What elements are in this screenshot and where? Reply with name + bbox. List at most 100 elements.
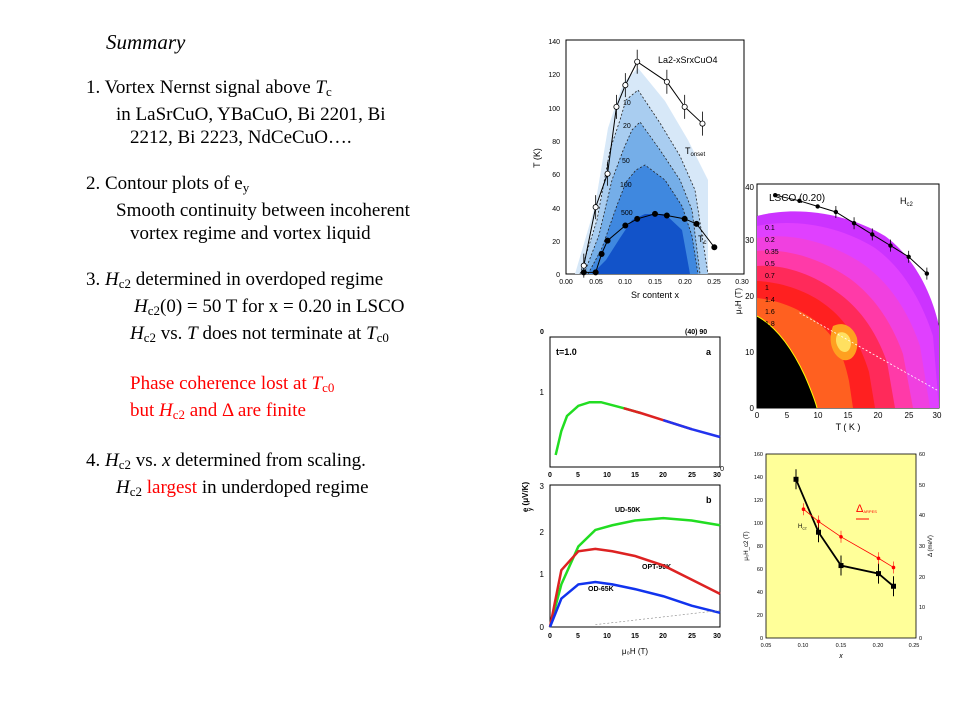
lsco-hc2-point [870, 232, 875, 237]
svg-text:40: 40 [552, 206, 560, 213]
hc2x-hc2-label: Hc2 [798, 524, 807, 531]
svg-text:120: 120 [548, 72, 560, 79]
panel-b-dashed-line [595, 610, 721, 625]
phase-data-marks [580, 49, 718, 278]
phase-yticks: 0 20 40 60 80 100 120 140 [548, 39, 560, 279]
svg-text:10: 10 [919, 605, 925, 611]
tc-point [604, 237, 611, 244]
svg-text:0.20: 0.20 [873, 643, 884, 649]
svg-text:500: 500 [621, 210, 633, 217]
phase-ylabel: T (K) [532, 148, 542, 168]
lsco-contour-figure: 0.1 0.2 0.35 0.5 0.7 1 1.4 1.6 1.8 2 2.2… [735, 183, 942, 432]
hc2x-ylabel-left: μ₀H_c2 (T) [744, 531, 750, 560]
item2-line1: 2. Contour plots of ey [86, 173, 250, 195]
panel-a-green-curve [554, 400, 642, 456]
svg-text:25: 25 [905, 411, 914, 420]
svg-text:30: 30 [933, 411, 942, 420]
lsco-hc2-point [773, 193, 778, 198]
svg-text:60: 60 [552, 172, 560, 179]
tc-point [663, 212, 670, 219]
svg-text:0: 0 [750, 404, 755, 413]
panel-b-yticks: 0 1 2 3 [540, 482, 545, 632]
tc-point [651, 210, 658, 217]
hc2x-hc2-point [816, 529, 821, 535]
hc2x-hc2-point [876, 571, 881, 577]
panel-a-frame [549, 336, 721, 468]
tonset-point [681, 103, 688, 110]
tc-point [634, 215, 641, 222]
item3-line1: 3. Hc2 determined in overdoped regime [86, 269, 384, 291]
svg-text:30: 30 [919, 544, 925, 550]
series-label-od65k: OD-65K [588, 586, 614, 593]
item2-line3: vortex regime and vortex liquid [130, 223, 371, 244]
lsco-boundary-line [757, 315, 818, 408]
panel-a-ytick: 1 [540, 388, 545, 397]
ey-series-OD-65K [548, 580, 721, 628]
hc2x-yticks-left: 0 20 40 60 80 100 120 140 160 [754, 452, 763, 642]
ey-curves-figure: 0 (40) 90 t=1.0 a 1 0 b 0 1 2 3 0 5 10 1… [521, 329, 724, 656]
svg-text:0.15: 0.15 [836, 643, 847, 649]
svg-text:5: 5 [785, 411, 790, 420]
svg-text:0.00: 0.00 [559, 279, 573, 286]
hc2x-delta-point [876, 556, 881, 561]
svg-text:0.25: 0.25 [909, 643, 920, 649]
tc-point [711, 244, 718, 251]
panel-b-frame [549, 484, 721, 628]
lsco-xticks: 0 5 10 15 20 25 30 [755, 411, 942, 420]
svg-text:10: 10 [745, 348, 754, 357]
svg-text:100: 100 [620, 182, 632, 189]
svg-text:5: 5 [576, 633, 580, 640]
svg-text:80: 80 [757, 544, 763, 550]
svg-text:0.05: 0.05 [761, 643, 772, 649]
svg-text:50: 50 [622, 158, 630, 165]
svg-text:0.35: 0.35 [765, 249, 779, 256]
hc2x-delta-point [839, 535, 843, 539]
tc-point [580, 269, 587, 276]
svg-text:1: 1 [540, 570, 545, 579]
panel-a-right-zero: 0 [720, 466, 724, 473]
phase-contour-labels: 10 20 50 100 500 [620, 100, 633, 217]
item1-line2: in LaSrCuO, YBaCuO, Bi 2201, Bi [116, 104, 386, 125]
svg-text:20: 20 [874, 411, 883, 420]
lsco-yticks: 0 10 20 30 40 [745, 183, 754, 413]
phase-compound-label: La2-xSrxCuO4 [658, 55, 718, 65]
svg-text:0: 0 [548, 633, 552, 640]
svg-text:100: 100 [548, 106, 560, 113]
svg-text:120: 120 [754, 498, 763, 504]
lsco-hc2-point [833, 209, 839, 215]
tonset-point [592, 204, 599, 211]
svg-text:30: 30 [713, 633, 721, 640]
lsco-contour-bands [757, 211, 939, 408]
svg-text:10: 10 [814, 411, 823, 420]
svg-text:160: 160 [754, 452, 763, 458]
svg-text:0: 0 [760, 636, 763, 642]
svg-text:30: 30 [713, 472, 721, 479]
svg-text:25: 25 [688, 472, 696, 479]
item3-line3: Hc2 vs. T does not terminate at Tc0 [130, 323, 389, 345]
svg-text:0.25: 0.25 [707, 279, 721, 286]
svg-text:0.10: 0.10 [798, 643, 809, 649]
ey-series-UD-50K [548, 516, 721, 628]
svg-text:0.7: 0.7 [765, 273, 775, 280]
svg-text:1.4: 1.4 [765, 297, 775, 304]
ey-xlabel: μ₀H (T) [622, 647, 648, 656]
svg-text:10: 10 [603, 472, 611, 479]
hc2x-hc2-point [838, 563, 844, 569]
svg-text:20: 20 [623, 123, 631, 130]
svg-text:1.6: 1.6 [765, 309, 775, 316]
phase-xticks: 0.00 0.05 0.10 0.15 0.20 0.25 0.30 [559, 279, 749, 286]
item4-line1: 4. Hc2 vs. x determined from scaling. [86, 450, 366, 472]
panel-a-topleft: 0 [540, 329, 544, 336]
svg-text:3: 3 [540, 482, 545, 491]
item1-line3: 2212, Bi 2223, NdCeCuO…. [130, 127, 352, 148]
lsco-title: LSCO (0.20) [769, 193, 825, 204]
tonset-point [604, 170, 611, 177]
svg-text:20: 20 [552, 239, 560, 246]
svg-text:10: 10 [623, 100, 631, 107]
svg-text:0: 0 [540, 623, 545, 632]
svg-text:1: 1 [765, 285, 769, 292]
svg-text:15: 15 [844, 411, 853, 420]
svg-text:5: 5 [576, 472, 580, 479]
lsco-hc2-point [797, 198, 802, 203]
ey-ylabel: e (μV/K) [521, 482, 530, 513]
